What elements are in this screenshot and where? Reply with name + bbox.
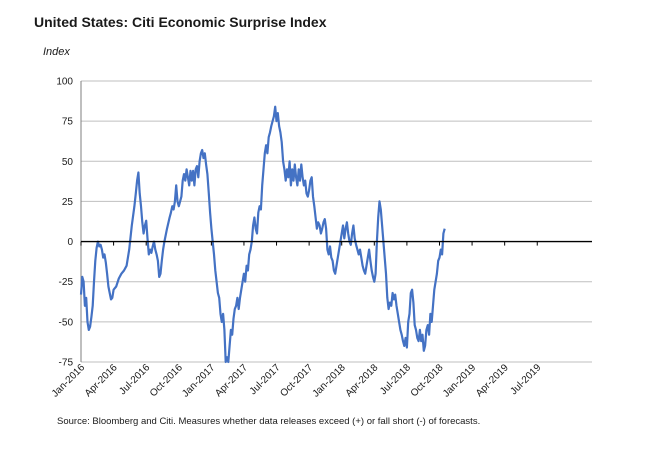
y-tick-label: -25 [59, 277, 74, 288]
x-tick-label: Oct-2016 [148, 362, 185, 399]
x-tick-label: Apr-2019 [474, 362, 511, 399]
series-group [79, 105, 446, 364]
y-tick-label: -75 [59, 358, 74, 369]
x-tick-label: Apr-2017 [213, 362, 250, 399]
x-tick-label: Oct-2017 [278, 362, 315, 399]
y-tick-label: -50 [59, 317, 74, 328]
y-tick-label: 50 [62, 157, 74, 168]
source-note: Source: Bloomberg and Citi. Measures whe… [57, 416, 481, 427]
gridlines [80, 80, 592, 363]
series-line [79, 105, 446, 364]
x-tick-label: Jan-2019 [441, 362, 479, 400]
x-tick-label: Apr-2016 [83, 362, 120, 399]
x-tick-label: Jan-2017 [180, 362, 218, 400]
x-tick-label: Jan-2018 [311, 362, 349, 400]
x-tick-label: Oct-2018 [409, 362, 446, 399]
y-axis-label: Index [43, 46, 70, 58]
x-tick-label: Jul-2019 [508, 362, 543, 397]
y-tick-label: 25 [62, 197, 74, 208]
x-tick-label: Apr-2018 [344, 362, 381, 399]
x-axis-ticks: Jan-2016Apr-2016Jul-2016Oct-2016Jan-2017… [50, 241, 544, 400]
y-tick-label: 75 [62, 117, 74, 128]
y-axis-ticks: 100 75 50 25 0 -25 -50 -75 [56, 77, 73, 369]
chart-title: United States: Citi Economic Surprise In… [34, 14, 327, 30]
y-tick-label: 100 [56, 77, 73, 88]
y-tick-label: 0 [67, 237, 73, 248]
